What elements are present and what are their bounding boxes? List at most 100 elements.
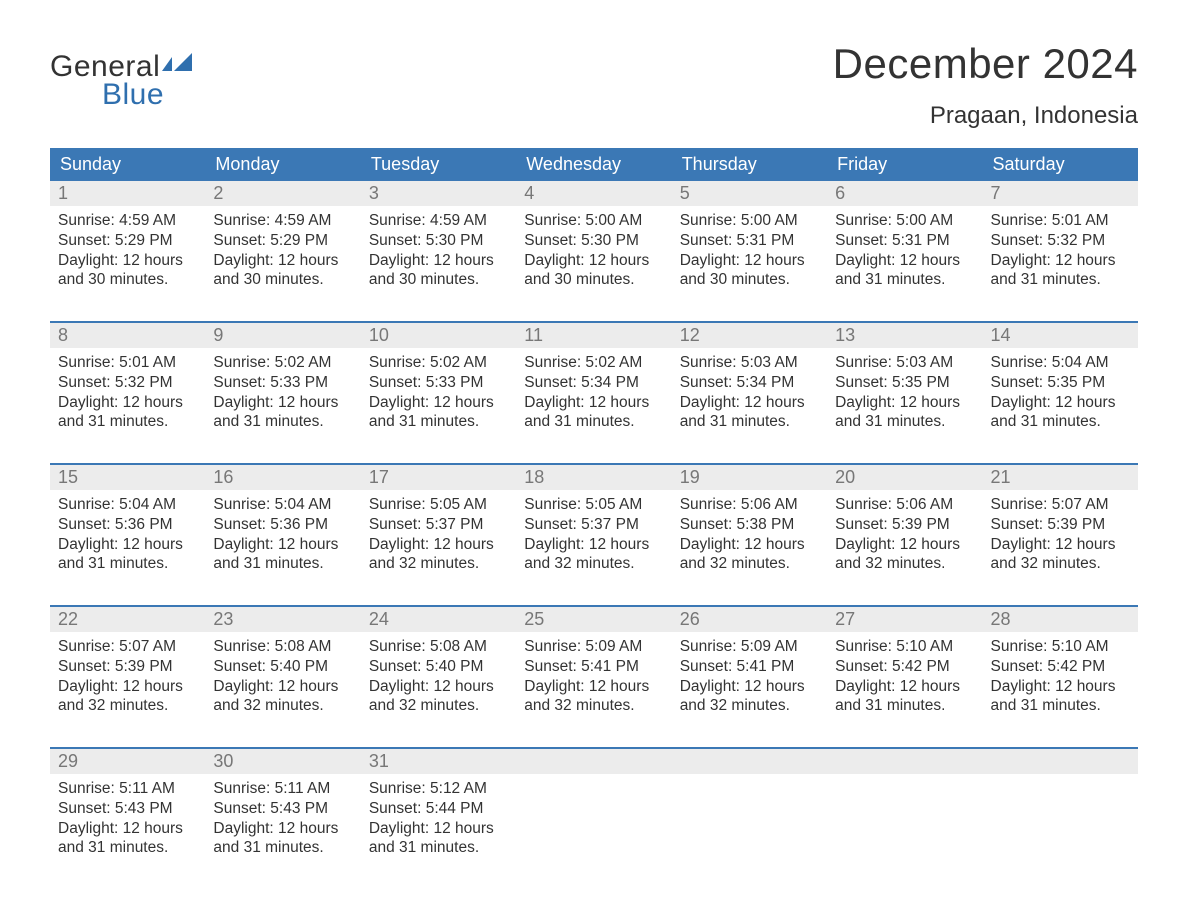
calendar-day: 29Sunrise: 5:11 AMSunset: 5:43 PMDayligh… — [50, 749, 205, 871]
day-details: Sunrise: 5:02 AMSunset: 5:33 PMDaylight:… — [361, 348, 516, 436]
day-number — [672, 749, 827, 774]
calendar-day: 30Sunrise: 5:11 AMSunset: 5:43 PMDayligh… — [205, 749, 360, 871]
day-number: 29 — [50, 749, 205, 774]
calendar-day: 23Sunrise: 5:08 AMSunset: 5:40 PMDayligh… — [205, 607, 360, 729]
day-dl2: and 31 minutes. — [213, 412, 352, 432]
day-dl2: and 32 minutes. — [524, 554, 663, 574]
calendar-day: 20Sunrise: 5:06 AMSunset: 5:39 PMDayligh… — [827, 465, 982, 587]
calendar-day: 6Sunrise: 5:00 AMSunset: 5:31 PMDaylight… — [827, 181, 982, 303]
day-number: 12 — [672, 323, 827, 348]
day-sunrise: Sunrise: 5:10 AM — [991, 637, 1130, 657]
calendar-week: 29Sunrise: 5:11 AMSunset: 5:43 PMDayligh… — [50, 747, 1138, 871]
day-dl2: and 30 minutes. — [369, 270, 508, 290]
day-number: 11 — [516, 323, 671, 348]
day-details: Sunrise: 5:04 AMSunset: 5:36 PMDaylight:… — [50, 490, 205, 578]
day-details: Sunrise: 4:59 AMSunset: 5:30 PMDaylight:… — [361, 206, 516, 294]
day-number: 19 — [672, 465, 827, 490]
logo: General Blue — [50, 50, 200, 112]
calendar-day: 27Sunrise: 5:10 AMSunset: 5:42 PMDayligh… — [827, 607, 982, 729]
calendar-day: 25Sunrise: 5:09 AMSunset: 5:41 PMDayligh… — [516, 607, 671, 729]
day-details: Sunrise: 5:10 AMSunset: 5:42 PMDaylight:… — [983, 632, 1138, 720]
day-sunrise: Sunrise: 5:07 AM — [58, 637, 197, 657]
day-sunrise: Sunrise: 5:01 AM — [991, 211, 1130, 231]
day-details: Sunrise: 5:06 AMSunset: 5:38 PMDaylight:… — [672, 490, 827, 578]
calendar-day: 4Sunrise: 5:00 AMSunset: 5:30 PMDaylight… — [516, 181, 671, 303]
day-header: Monday — [205, 148, 360, 181]
logo-word-blue: Blue — [102, 78, 200, 112]
day-sunset: Sunset: 5:30 PM — [524, 231, 663, 251]
day-details: Sunrise: 5:10 AMSunset: 5:42 PMDaylight:… — [827, 632, 982, 720]
calendar-day: 19Sunrise: 5:06 AMSunset: 5:38 PMDayligh… — [672, 465, 827, 587]
day-details: Sunrise: 5:03 AMSunset: 5:35 PMDaylight:… — [827, 348, 982, 436]
day-sunrise: Sunrise: 5:04 AM — [213, 495, 352, 515]
day-dl2: and 31 minutes. — [991, 696, 1130, 716]
day-details: Sunrise: 5:11 AMSunset: 5:43 PMDaylight:… — [205, 774, 360, 862]
day-sunrise: Sunrise: 5:12 AM — [369, 779, 508, 799]
day-number: 20 — [827, 465, 982, 490]
day-details: Sunrise: 5:05 AMSunset: 5:37 PMDaylight:… — [516, 490, 671, 578]
calendar-day: 2Sunrise: 4:59 AMSunset: 5:29 PMDaylight… — [205, 181, 360, 303]
calendar-day: 18Sunrise: 5:05 AMSunset: 5:37 PMDayligh… — [516, 465, 671, 587]
day-dl1: Daylight: 12 hours — [58, 251, 197, 271]
day-details: Sunrise: 5:00 AMSunset: 5:31 PMDaylight:… — [827, 206, 982, 294]
day-dl2: and 32 minutes. — [58, 696, 197, 716]
day-dl1: Daylight: 12 hours — [213, 251, 352, 271]
day-number: 10 — [361, 323, 516, 348]
day-dl2: and 32 minutes. — [680, 696, 819, 716]
day-sunrise: Sunrise: 5:11 AM — [58, 779, 197, 799]
title-block: December 2024 Pragaan, Indonesia — [833, 40, 1138, 130]
day-dl2: and 30 minutes. — [680, 270, 819, 290]
day-dl1: Daylight: 12 hours — [58, 819, 197, 839]
calendar-day: 7Sunrise: 5:01 AMSunset: 5:32 PMDaylight… — [983, 181, 1138, 303]
day-details: Sunrise: 5:07 AMSunset: 5:39 PMDaylight:… — [50, 632, 205, 720]
calendar-day — [827, 749, 982, 871]
day-details: Sunrise: 5:03 AMSunset: 5:34 PMDaylight:… — [672, 348, 827, 436]
day-number: 7 — [983, 181, 1138, 206]
day-number: 4 — [516, 181, 671, 206]
day-sunrise: Sunrise: 4:59 AM — [213, 211, 352, 231]
day-header: Thursday — [672, 148, 827, 181]
day-sunrise: Sunrise: 5:00 AM — [524, 211, 663, 231]
day-dl1: Daylight: 12 hours — [524, 251, 663, 271]
day-number: 30 — [205, 749, 360, 774]
day-sunrise: Sunrise: 5:02 AM — [369, 353, 508, 373]
day-dl1: Daylight: 12 hours — [991, 251, 1130, 271]
day-number: 14 — [983, 323, 1138, 348]
day-dl2: and 32 minutes. — [835, 554, 974, 574]
day-dl1: Daylight: 12 hours — [991, 393, 1130, 413]
page-header: General Blue December 2024 Pragaan, Indo… — [50, 40, 1138, 130]
calendar-day: 8Sunrise: 5:01 AMSunset: 5:32 PMDaylight… — [50, 323, 205, 445]
day-dl1: Daylight: 12 hours — [835, 251, 974, 271]
day-number: 25 — [516, 607, 671, 632]
day-sunset: Sunset: 5:34 PM — [524, 373, 663, 393]
day-number: 8 — [50, 323, 205, 348]
calendar-day — [516, 749, 671, 871]
day-sunset: Sunset: 5:35 PM — [835, 373, 974, 393]
calendar-day: 31Sunrise: 5:12 AMSunset: 5:44 PMDayligh… — [361, 749, 516, 871]
day-dl1: Daylight: 12 hours — [213, 535, 352, 555]
day-details: Sunrise: 5:09 AMSunset: 5:41 PMDaylight:… — [516, 632, 671, 720]
day-sunset: Sunset: 5:30 PM — [369, 231, 508, 251]
day-number: 22 — [50, 607, 205, 632]
day-dl2: and 32 minutes. — [213, 696, 352, 716]
day-dl2: and 31 minutes. — [213, 554, 352, 574]
day-details: Sunrise: 5:01 AMSunset: 5:32 PMDaylight:… — [983, 206, 1138, 294]
day-sunset: Sunset: 5:39 PM — [991, 515, 1130, 535]
day-dl2: and 31 minutes. — [58, 554, 197, 574]
day-details: Sunrise: 5:12 AMSunset: 5:44 PMDaylight:… — [361, 774, 516, 862]
calendar-day: 10Sunrise: 5:02 AMSunset: 5:33 PMDayligh… — [361, 323, 516, 445]
day-number: 13 — [827, 323, 982, 348]
location-label: Pragaan, Indonesia — [833, 102, 1138, 130]
day-header: Saturday — [983, 148, 1138, 181]
day-details: Sunrise: 5:11 AMSunset: 5:43 PMDaylight:… — [50, 774, 205, 862]
day-dl2: and 31 minutes. — [991, 412, 1130, 432]
day-sunrise: Sunrise: 5:08 AM — [369, 637, 508, 657]
day-dl1: Daylight: 12 hours — [680, 677, 819, 697]
day-dl2: and 32 minutes. — [369, 554, 508, 574]
day-details: Sunrise: 5:00 AMSunset: 5:30 PMDaylight:… — [516, 206, 671, 294]
calendar-day: 28Sunrise: 5:10 AMSunset: 5:42 PMDayligh… — [983, 607, 1138, 729]
day-dl1: Daylight: 12 hours — [369, 251, 508, 271]
day-header-row: SundayMondayTuesdayWednesdayThursdayFrid… — [50, 148, 1138, 181]
day-sunrise: Sunrise: 5:00 AM — [680, 211, 819, 231]
day-details: Sunrise: 5:09 AMSunset: 5:41 PMDaylight:… — [672, 632, 827, 720]
